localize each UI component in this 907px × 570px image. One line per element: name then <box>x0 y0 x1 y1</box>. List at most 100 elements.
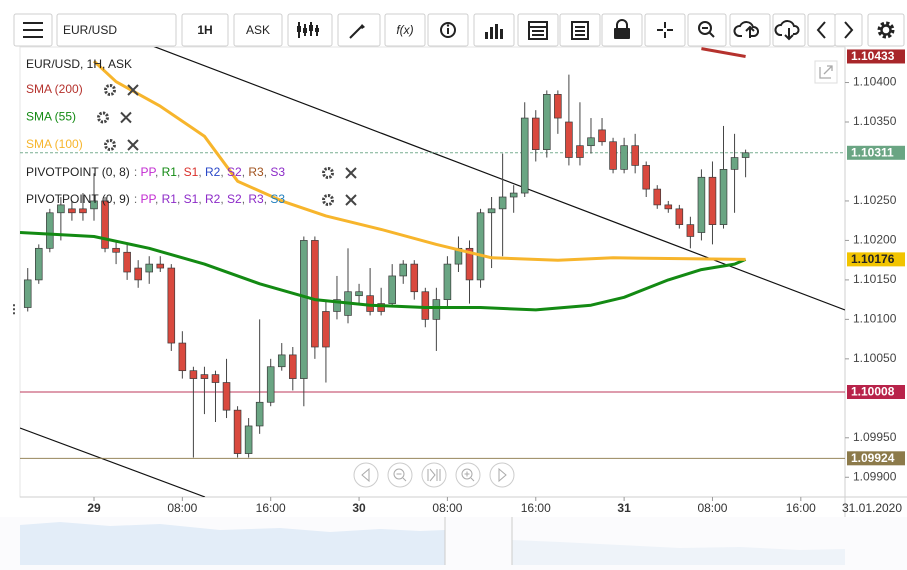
candle-body <box>686 224 695 237</box>
candle-body <box>178 342 187 372</box>
candle-body <box>68 208 76 214</box>
legend-settings[interactable] <box>97 111 109 124</box>
candle-body <box>266 366 275 403</box>
legend-settings[interactable] <box>104 84 116 96</box>
zoom-in[interactable] <box>455 462 481 488</box>
legend-remove[interactable] <box>127 84 139 96</box>
candle-body <box>697 176 706 233</box>
y-tick-label: 1.10150 <box>853 272 897 286</box>
legend-entry: SMA (200) <box>26 82 83 96</box>
candle-body <box>46 212 54 249</box>
upload-button[interactable] <box>729 13 771 47</box>
price-marker <box>847 145 905 160</box>
x-tick-label: 29 <box>87 501 101 515</box>
legend-remove[interactable] <box>345 167 357 179</box>
legend-remove[interactable] <box>120 111 132 124</box>
gear-icon <box>104 84 116 96</box>
y-tick-label: 1.10350 <box>853 114 897 128</box>
pivot-legend: PIVOTPOINT (0, 9): PP, R1, S1, R2, S2, R… <box>26 192 285 206</box>
report-button[interactable] <box>559 13 601 47</box>
separator: , <box>220 165 227 179</box>
legend-settings[interactable] <box>104 139 116 151</box>
candle-body <box>388 275 396 304</box>
pivot-item: S2 <box>227 165 242 179</box>
zoom-controls <box>353 462 515 488</box>
candle-body <box>90 200 98 210</box>
x-tick-label: 08:00 <box>697 501 727 515</box>
separator: , <box>155 192 162 206</box>
legend-settings[interactable] <box>322 194 334 206</box>
candle-body <box>355 291 363 297</box>
candle-body <box>189 370 198 379</box>
candle-body <box>79 208 87 214</box>
candle-body <box>112 247 120 253</box>
scroll-left[interactable] <box>353 462 379 488</box>
y-tick-label: 1.10200 <box>853 233 897 247</box>
candle-body <box>730 157 739 170</box>
candle-body <box>609 141 617 170</box>
menu-button[interactable] <box>13 13 53 47</box>
indicators-button[interactable]: f(x) <box>384 13 426 47</box>
crosshair-button[interactable] <box>644 13 686 47</box>
chart-type-button[interactable] <box>287 13 333 47</box>
zoom-button[interactable] <box>687 13 727 47</box>
candle-body <box>134 267 142 281</box>
separator: : <box>134 165 141 179</box>
legend-remove[interactable] <box>127 139 139 151</box>
sma-line <box>701 47 746 58</box>
candle-body <box>57 204 65 214</box>
candle-body <box>509 192 518 198</box>
x-tick-label: 16:00 <box>256 501 286 515</box>
pivot-legend: PIVOTPOINT (0, 8): PP, R1, S1, R2, S2, R… <box>26 165 285 179</box>
x-tick-label: 16:00 <box>786 501 816 515</box>
scroll-right[interactable] <box>489 462 515 488</box>
fit-all[interactable] <box>421 462 447 488</box>
download-button[interactable] <box>772 13 806 47</box>
candle-body <box>565 121 573 158</box>
candle-body <box>35 247 43 281</box>
pivot-item: R2 <box>205 165 221 179</box>
price-marker <box>847 385 905 399</box>
candle-body <box>167 267 176 344</box>
legend-settings[interactable] <box>322 167 334 179</box>
candle-body <box>664 204 673 210</box>
separator: , <box>242 192 249 206</box>
back-button[interactable] <box>807 13 836 47</box>
pivot-item: S2 <box>227 192 242 206</box>
close-icon <box>127 139 139 151</box>
candle-body <box>498 196 507 210</box>
resize-handle[interactable]: ⋮ <box>8 302 20 316</box>
x-tick-label: 30 <box>352 501 366 515</box>
calendar-button[interactable] <box>517 13 559 47</box>
price-type-button[interactable]: ASK <box>233 13 283 47</box>
close-icon <box>345 194 357 206</box>
draw-button[interactable] <box>337 13 381 47</box>
price-marker-label: 1.10008 <box>851 385 895 399</box>
sma-line <box>20 231 747 312</box>
timeframe-button[interactable]: 1H <box>181 13 229 47</box>
close-icon <box>345 167 357 179</box>
candle-body <box>598 129 606 143</box>
candle-body <box>300 240 308 379</box>
plot <box>20 47 845 497</box>
x-tick-label: 31 <box>617 501 631 515</box>
volume-button[interactable] <box>473 13 515 47</box>
candle-body <box>222 382 231 411</box>
candle-body <box>311 240 319 348</box>
price-type: ASK <box>246 23 270 37</box>
toolbar: EUR/USD 1H ASK f(x) <box>0 0 907 47</box>
expand-button[interactable] <box>814 60 838 84</box>
price-marker-label: 1.10433 <box>851 49 895 63</box>
zoom-out[interactable] <box>387 462 413 488</box>
lock-button[interactable] <box>601 13 643 47</box>
legend-remove[interactable] <box>345 194 357 206</box>
settings-button[interactable] <box>867 13 905 47</box>
trend-line <box>20 427 206 497</box>
candle-body <box>531 117 540 150</box>
forward-button[interactable] <box>834 13 863 47</box>
gear-icon <box>97 111 109 124</box>
separator: , <box>264 165 271 179</box>
pivot-item: PP <box>140 165 156 179</box>
info-button[interactable] <box>427 13 469 47</box>
symbol-input[interactable]: EUR/USD <box>56 13 177 47</box>
